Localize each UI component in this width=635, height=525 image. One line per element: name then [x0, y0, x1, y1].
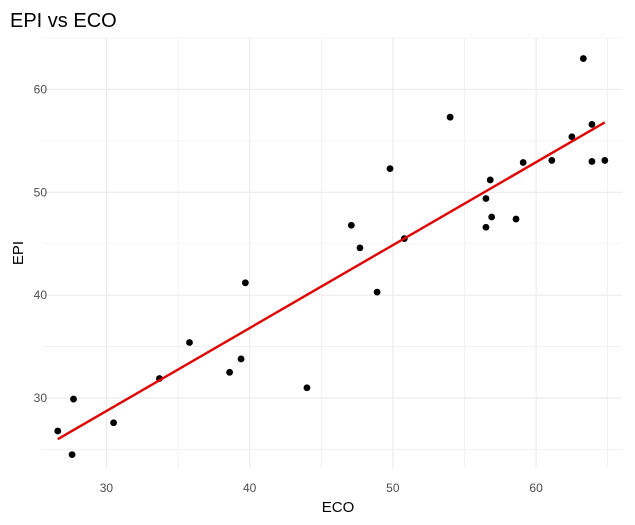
data-point [186, 339, 193, 346]
data-point [601, 157, 609, 164]
data-point [68, 451, 76, 459]
data-point [488, 213, 496, 221]
x-tick-label: 60 [529, 481, 543, 495]
y-tick-label: 50 [34, 185, 48, 199]
chart-title: EPI vs ECO [10, 10, 117, 32]
trend-line [57, 121, 606, 441]
data-point [486, 176, 494, 184]
data-point [226, 368, 234, 376]
y-tick-label: 40 [34, 288, 48, 302]
data-point [70, 395, 77, 403]
data-point [110, 419, 118, 427]
data-point [512, 215, 520, 223]
x-tick-label: 40 [243, 481, 257, 495]
data-point [548, 157, 556, 164]
y-axis-title: EPI [10, 241, 27, 265]
data-point [303, 384, 311, 392]
y-tick-label: 30 [34, 391, 48, 405]
data-point [446, 113, 454, 121]
x-tick-label: 50 [386, 481, 400, 495]
data-point [519, 159, 527, 166]
data-point [568, 133, 576, 141]
data-point [241, 279, 249, 287]
x-axis-title: ECO [322, 499, 355, 516]
data-point [386, 165, 394, 173]
data-point [54, 427, 62, 435]
data-point [373, 288, 381, 296]
data-point [482, 195, 490, 202]
y-tick-label: 60 [34, 82, 48, 96]
x-tick-label: 30 [100, 481, 114, 495]
data-point [347, 221, 355, 229]
grid-layer [42, 37, 622, 468]
data-point [237, 355, 245, 363]
points-layer [54, 55, 609, 459]
data-point [579, 55, 587, 62]
data-point [588, 158, 596, 165]
data-point [588, 121, 596, 128]
ticks-layer: 30 40 50 60 30 40 50 60 [34, 82, 543, 495]
trend-layer [57, 121, 606, 441]
data-point [482, 223, 490, 231]
data-point [356, 244, 364, 252]
